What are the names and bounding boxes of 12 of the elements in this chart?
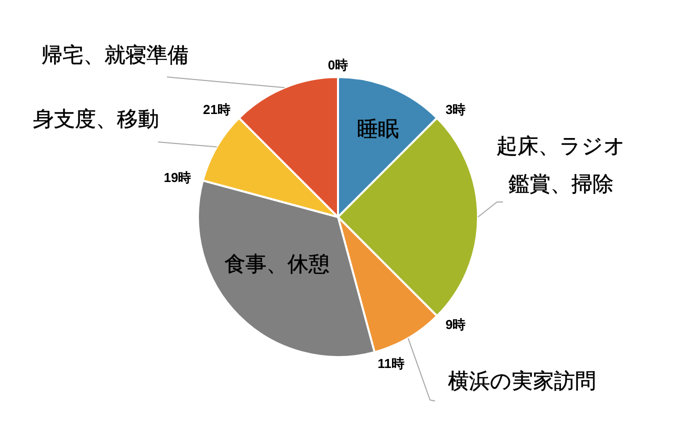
text: 21時 <box>203 102 231 118</box>
text: 9時 <box>445 316 466 332</box>
text: 19時 <box>164 170 192 185</box>
slice-label: 身支度、移動 <box>33 107 159 133</box>
slice-label: 帰宅、就寝準備 <box>42 43 188 69</box>
slice-label: 起床、ラジオ鑑賞、掃除 <box>496 134 626 198</box>
slice-label: 横浜の実家訪問 <box>448 369 596 395</box>
slice-label: 食事、休憩 <box>224 252 330 278</box>
text: 3時 <box>445 102 466 118</box>
slice-label: 睡眠 <box>357 117 399 143</box>
text: 11時 <box>378 356 404 372</box>
text: 0時 <box>328 58 348 72</box>
